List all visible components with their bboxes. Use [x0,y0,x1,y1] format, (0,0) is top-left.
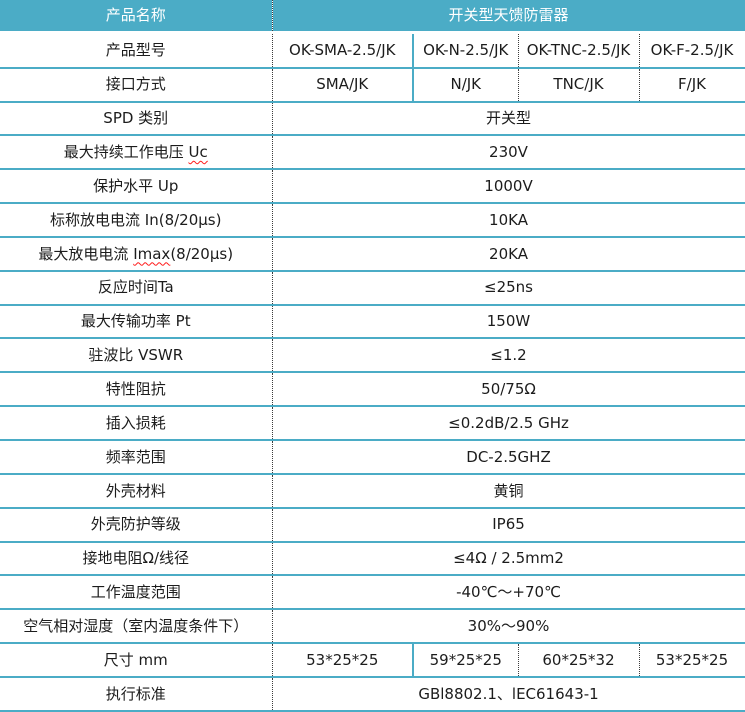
row-dimensions-label: 尺寸 mm [0,642,272,677]
spec-value: 150W [271,303,745,339]
spec-label: 标称放电电流 In(8/20μs) [0,202,272,237]
spec-label: 插入损耗 [0,405,272,440]
row-vswr: 驻波比 VSWR ≤1.2 [0,337,745,373]
spec-value: IP65 [271,506,745,542]
model-value-tnc: OK-TNC-2.5/JK [517,31,639,68]
table-header-row: 产品名称 开关型天馈防雷器 [0,0,745,35]
spec-label: 频率范围 [0,438,272,474]
row-standard: 执行标准 GBl8802.1、lEC61643-1 [0,675,745,711]
spec-label: 最大持续工作电压 Uc [0,134,272,170]
spellcheck-underline: Imax [133,244,171,263]
spec-label: 反应时间Ta [0,269,272,305]
row-spd-class: SPD 类别 开关型 [0,100,745,136]
size-value-sma: 53*25*25 [271,642,413,677]
row-interface-label: 接口方式 [0,66,272,102]
spec-label: 空气相对湿度（室内温度条件下） [0,608,272,644]
interface-value-f: F/JK [638,66,745,102]
row-interface: 接口方式 SMA/JK N/JK TNC/JK F/JK [0,66,745,102]
spec-value: 50/75Ω [271,371,745,407]
spec-value: 黄铜 [271,472,745,508]
row-operating-temperature: 工作温度范围 -40℃～+70℃ [0,574,745,610]
spec-label: 外壳防护等级 [0,506,272,542]
model-value-sma: OK-SMA-2.5/JK [271,31,413,68]
spec-label: 最大传输功率 Pt [0,303,272,339]
header-product-title: 开关型天馈防雷器 [271,0,745,35]
spec-value: 30%～90% [271,608,745,644]
row-nominal-discharge-current: 标称放电电流 In(8/20μs) 10KA [0,202,745,237]
spec-value: 20KA [271,235,745,271]
spec-label: 接地电阻Ω/线径 [0,540,272,576]
row-ip-rating: 外壳防护等级 IP65 [0,506,745,542]
row-response-time: 反应时间Ta ≤25ns [0,269,745,305]
header-product-name-label: 产品名称 [0,0,272,35]
spec-value: 1000V [271,168,745,204]
spec-value: ≤0.2dB/2.5 GHz [271,405,745,440]
row-shell-material: 外壳材料 黄铜 [0,472,745,508]
row-dimensions: 尺寸 mm 53*25*25 59*25*25 60*25*32 53*25*2… [0,642,745,677]
spec-value: ≤25ns [271,269,745,305]
spec-value: -40℃～+70℃ [271,574,745,610]
spec-value: 10KA [271,202,745,237]
standard-value: GBl8802.1、lEC61643-1 [271,675,745,711]
row-insertion-loss: 插入损耗 ≤0.2dB/2.5 GHz [0,405,745,440]
spec-label: 驻波比 VSWR [0,337,272,373]
spec-label: SPD 类别 [0,100,272,136]
model-value-f: OK-F-2.5/JK [638,31,745,68]
interface-value-tnc: TNC/JK [517,66,639,102]
spec-value: 230V [271,134,745,170]
spec-label: 外壳材料 [0,472,272,508]
spec-label: 工作温度范围 [0,574,272,610]
row-grounding-resistance: 接地电阻Ω/线径 ≤4Ω / 2.5mm2 [0,540,745,576]
spec-value: 开关型 [271,100,745,136]
size-value-n: 59*25*25 [412,642,518,677]
interface-value-sma: SMA/JK [271,66,413,102]
row-protection-level: 保护水平 Up 1000V [0,168,745,204]
row-max-transmission-power: 最大传输功率 Pt 150W [0,303,745,339]
row-max-discharge-current: 最大放电电流 Imax(8/20μs) 20KA [0,235,745,271]
row-standard-label: 执行标准 [0,675,272,711]
interface-value-n: N/JK [412,66,518,102]
spec-label: 保护水平 Up [0,168,272,204]
size-value-tnc: 60*25*32 [517,642,639,677]
spec-label: 特性阻抗 [0,371,272,407]
row-relative-humidity: 空气相对湿度（室内温度条件下） 30%～90% [0,608,745,644]
model-value-n: OK-N-2.5/JK [412,31,518,68]
size-value-f: 53*25*25 [638,642,745,677]
spec-label: 最大放电电流 Imax(8/20μs) [0,235,272,271]
spec-value: ≤1.2 [271,337,745,373]
row-model: 产品型号 OK-SMA-2.5/JK OK-N-2.5/JK OK-TNC-2.… [0,31,745,68]
row-model-label: 产品型号 [0,31,272,68]
row-characteristic-impedance: 特性阻抗 50/75Ω [0,371,745,407]
spec-value: DC-2.5GHZ [271,438,745,474]
spellcheck-underline: Uc [188,143,208,162]
row-max-continuous-voltage: 最大持续工作电压 Uc 230V [0,134,745,170]
spec-value: ≤4Ω / 2.5mm2 [271,540,745,576]
row-frequency-range: 频率范围 DC-2.5GHZ [0,438,745,474]
